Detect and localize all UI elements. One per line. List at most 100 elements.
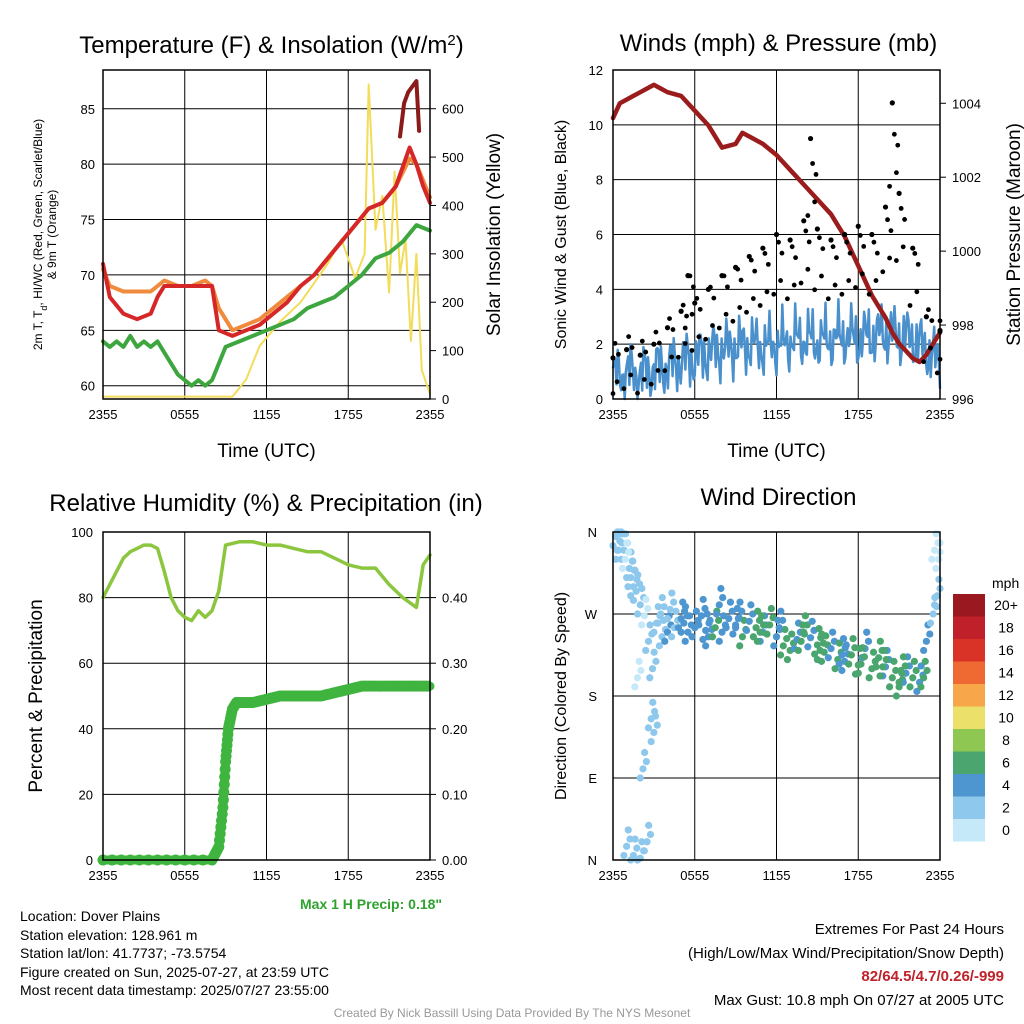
direction-point — [827, 645, 835, 653]
gust-point — [894, 258, 899, 263]
gust-point — [676, 354, 681, 360]
direction-point — [722, 624, 730, 632]
legend-swatch — [953, 684, 985, 707]
series-line-dew — [101, 223, 432, 388]
gust-point — [895, 142, 901, 148]
gust-point — [894, 170, 899, 176]
gust-point — [682, 341, 688, 346]
gust-point — [708, 284, 713, 290]
y-axis-label-left: Sonic Wind & Gust (Blue, Black) — [553, 120, 570, 349]
gust-point — [641, 377, 647, 382]
direction-point — [729, 630, 737, 638]
gust-point — [787, 237, 793, 243]
direction-point — [772, 633, 781, 641]
direction-point — [756, 628, 764, 636]
direction-point — [667, 633, 676, 641]
direction-point — [788, 630, 796, 638]
extremes-values: 82/64.5/4.7/0.26/-999 — [861, 968, 1004, 985]
direction-point — [646, 621, 654, 629]
direction-point — [935, 575, 943, 583]
plot-frame — [102, 69, 431, 400]
direction-point — [625, 548, 633, 556]
extremes-heading: Extremes For Past 24 Hours — [814, 921, 1004, 938]
extremes-panel: Extremes For Past 24 Hours (High/Low/Max… — [484, 918, 1004, 1012]
y-tick-label: 65 — [81, 323, 95, 338]
legend-swatch — [953, 819, 985, 842]
x-tick-label: 2355 — [599, 868, 628, 883]
direction-point — [895, 678, 903, 686]
gust-point — [928, 345, 933, 351]
gust-point — [926, 307, 931, 313]
direction-point — [668, 589, 676, 597]
direction-point — [699, 595, 707, 604]
direction-point — [829, 628, 837, 636]
direction-point — [763, 630, 771, 638]
legend-label: 6 — [1002, 755, 1010, 771]
station-info: Location: Dover Plains Station elevation… — [20, 907, 520, 1000]
direction-point — [653, 721, 661, 729]
direction-point — [865, 674, 873, 682]
gust-point — [690, 284, 696, 290]
direction-point — [839, 635, 848, 643]
direction-point — [641, 748, 649, 757]
direction-point — [824, 654, 832, 662]
gust-point — [694, 295, 700, 301]
gust-point — [776, 239, 781, 245]
direction-point — [650, 728, 658, 737]
y-right-tick-label: 0.30 — [442, 656, 467, 671]
direction-point — [714, 616, 723, 624]
direction-point — [699, 635, 707, 644]
direction-point — [766, 621, 774, 629]
direction-point — [813, 641, 821, 649]
y-right-tick-label: 0.20 — [442, 722, 467, 737]
gust-point — [664, 325, 671, 331]
direction-point — [618, 539, 626, 547]
direction-point — [776, 651, 785, 659]
direction-point — [933, 592, 941, 600]
direction-point — [640, 612, 648, 620]
direction-point — [930, 601, 939, 609]
direction-point — [929, 610, 937, 618]
x-axis-label: Time (UTC) — [217, 441, 316, 462]
gust-point — [785, 296, 790, 302]
legend-swatch — [953, 774, 985, 797]
gust-point — [789, 244, 795, 250]
gust-point — [735, 266, 741, 272]
plot-frame — [612, 69, 941, 400]
gust-point — [929, 318, 935, 323]
gust-point — [839, 291, 845, 297]
gust-point — [910, 245, 916, 251]
gust-point — [846, 278, 852, 283]
y-tick-label: 60 — [81, 379, 95, 394]
legend-label: 18 — [998, 620, 1014, 636]
gust-point — [626, 334, 632, 339]
direction-point — [875, 654, 883, 662]
legend-label: 0 — [1002, 822, 1010, 838]
direction-point — [631, 683, 639, 691]
gust-point — [760, 245, 766, 251]
legend-label: 14 — [998, 665, 1014, 681]
gust-point — [803, 228, 809, 234]
legend-swatch — [953, 616, 985, 639]
gust-point — [667, 316, 672, 322]
y-right-tick-label: 500 — [442, 150, 464, 165]
direction-point — [917, 683, 925, 691]
direction-point — [648, 665, 657, 673]
direction-point — [661, 637, 669, 645]
direction-point — [644, 724, 653, 732]
direction-point — [702, 642, 710, 650]
gust-point — [812, 199, 818, 205]
x-tick-label: 2355 — [416, 407, 445, 422]
series-line-hi — [398, 79, 422, 139]
direction-point — [804, 643, 812, 651]
gust-point — [805, 266, 811, 272]
direction-point — [753, 637, 762, 645]
gust-point — [678, 308, 684, 314]
direction-point — [841, 644, 849, 652]
direction-point — [920, 674, 928, 682]
gust-point — [651, 341, 657, 347]
direction-point — [872, 663, 880, 671]
direction-point — [928, 555, 936, 563]
gust-point — [696, 334, 702, 340]
station-location: Location: Dover Plains — [20, 908, 161, 924]
